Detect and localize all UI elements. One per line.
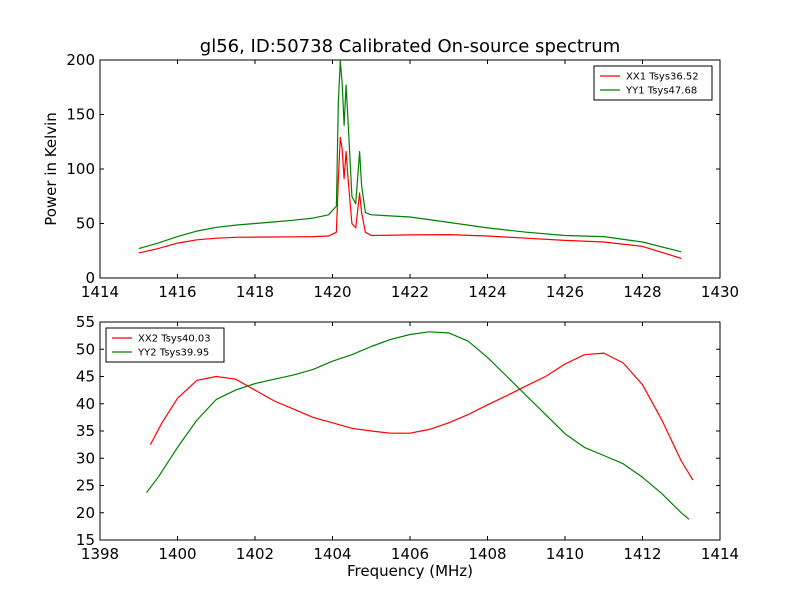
x-tick-label: 1430 (701, 283, 739, 301)
legend: XX1 Tsys36.52 YY1 Tsys47.68 (593, 65, 713, 101)
y-tick-label: 0 (85, 269, 95, 287)
x-tick-label: 1404 (313, 545, 351, 563)
y-axis-label-top: Power in Kelvin (42, 112, 60, 226)
x-tick-label: 1412 (623, 545, 661, 563)
y-tick-label: 200 (66, 51, 95, 69)
bottom-plot-panel: 1398 1400 1402 1404 1406 1408 1410 1412 1414 15 20… (76, 313, 739, 563)
y-tick-label: 30 (76, 449, 95, 467)
x-tick-label: 1418 (236, 283, 274, 301)
x-tick-label: 1400 (158, 545, 196, 563)
x-tick-label: 1416 (158, 283, 196, 301)
y-tick-label: 100 (66, 160, 95, 178)
legend: XX2 Tsys40.03 YY2 Tsys39.95 (105, 327, 225, 363)
x-tick-label: 1414 (701, 545, 739, 563)
x-tick-label: 1402 (236, 545, 274, 563)
legend-box (593, 65, 713, 101)
x-tick-label: 1422 (391, 283, 429, 301)
top-plot-panel: 1414 1416 1418 1420 1422 1424 1426 1428 1430 0 50 1… (66, 51, 739, 301)
y-tick-label: 25 (76, 477, 95, 495)
x-tick-label: 1408 (468, 545, 506, 563)
series-line-1-2 (138, 60, 682, 253)
series-line-2-2 (146, 331, 690, 520)
x-tick-label: 1398 (81, 545, 119, 563)
y-tick-label: 40 (76, 395, 95, 413)
chart-title: gl56, ID:50738 Calibrated On-source spec… (200, 36, 620, 57)
y-tick-label: 15 (76, 531, 95, 549)
x-axis-label-bottom: Frequency (MHz) (347, 562, 473, 580)
y-tick-label: 55 (76, 313, 95, 331)
y-tick-label: 20 (76, 504, 95, 522)
x-tick-label: 1406 (391, 545, 429, 563)
y-tick-label: 50 (76, 340, 95, 358)
legend-entry: YY1 Tsys47.68 (625, 86, 697, 97)
legend-entry: XX2 Tsys40.03 (138, 334, 211, 345)
legend-entry: YY2 Tsys39.95 (137, 348, 209, 359)
x-tick-label: 1424 (468, 283, 506, 301)
y-tick-label: 35 (76, 422, 95, 440)
y-tick-label: 50 (76, 215, 95, 233)
x-tick-label: 1420 (313, 283, 351, 301)
x-tick-label: 1428 (623, 283, 661, 301)
series-line-1-1 (138, 136, 682, 259)
x-tick-label: 1426 (546, 283, 584, 301)
legend-box (105, 327, 225, 363)
y-tick-label: 150 (66, 106, 95, 124)
x-tick-label: 1410 (546, 545, 584, 563)
x-tick-label: 1414 (81, 283, 119, 301)
series-line-2-1 (149, 352, 694, 481)
y-tick-label: 45 (76, 368, 95, 386)
legend-entry: XX1 Tsys36.52 (626, 72, 699, 83)
